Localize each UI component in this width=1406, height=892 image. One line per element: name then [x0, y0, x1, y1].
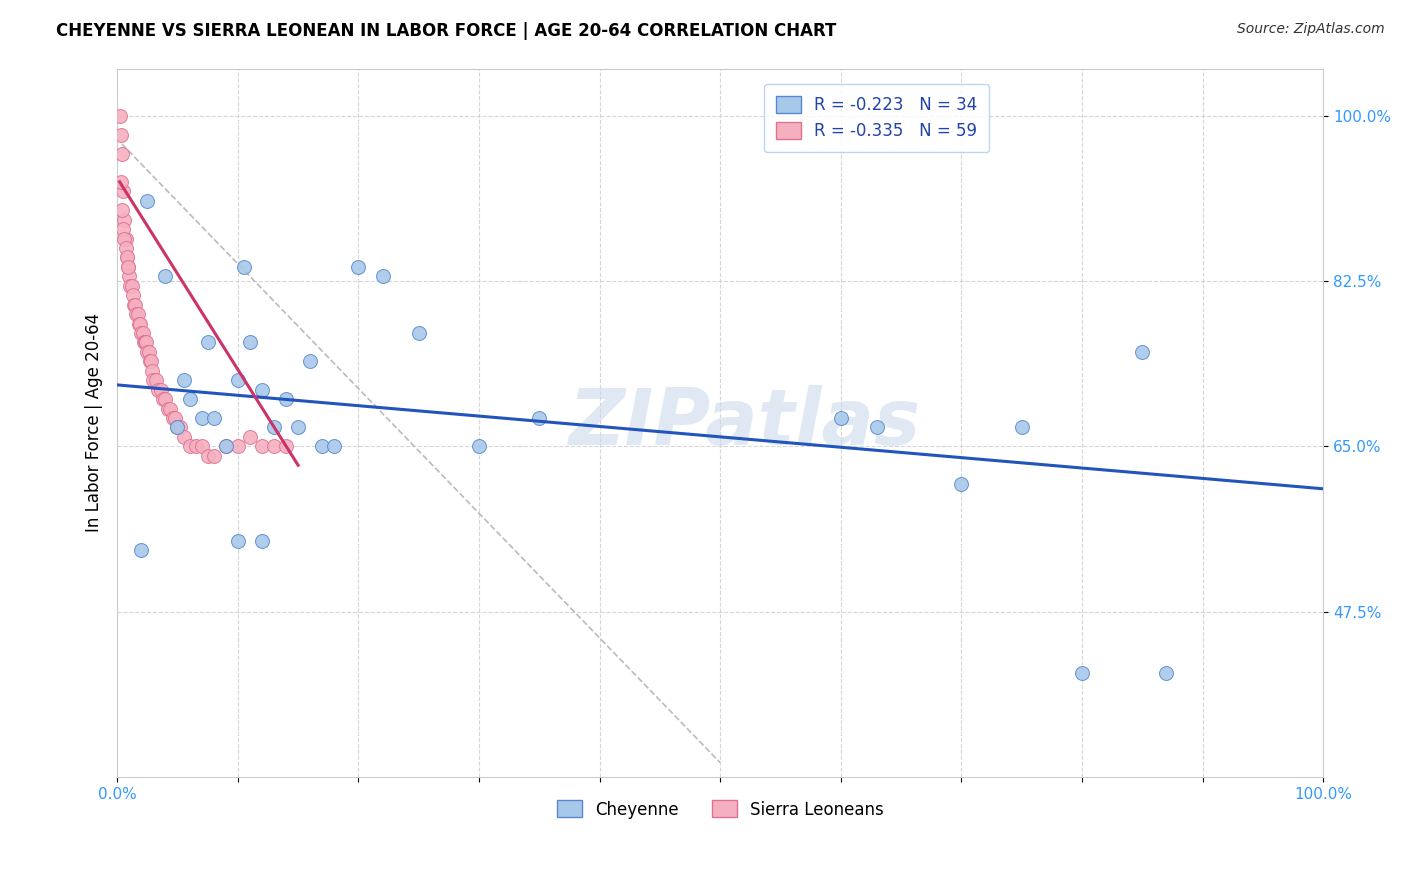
- Point: [1156, 665, 1178, 680]
- Point: [117, 260, 139, 274]
- Point: [250, 533, 273, 548]
- Point: [173, 373, 195, 387]
- Point: [347, 260, 370, 274]
- Point: [250, 383, 273, 397]
- Point: [830, 411, 852, 425]
- Point: [184, 439, 207, 453]
- Point: [127, 307, 149, 321]
- Point: [162, 411, 184, 425]
- Point: [169, 420, 191, 434]
- Point: [190, 439, 212, 453]
- Point: [139, 354, 162, 368]
- Point: [118, 269, 141, 284]
- Point: [112, 184, 135, 198]
- Point: [114, 231, 136, 245]
- Point: [274, 392, 297, 406]
- Text: ZIPatlas: ZIPatlas: [568, 384, 921, 460]
- Point: [115, 251, 138, 265]
- Point: [197, 449, 219, 463]
- Point: [134, 335, 156, 350]
- Point: [136, 344, 159, 359]
- Point: [299, 354, 322, 368]
- Point: [232, 260, 254, 274]
- Point: [112, 231, 135, 245]
- Point: [408, 326, 430, 340]
- Point: [111, 146, 134, 161]
- Point: [529, 411, 551, 425]
- Point: [179, 439, 201, 453]
- Point: [1011, 420, 1033, 434]
- Point: [173, 430, 195, 444]
- Point: [131, 543, 153, 558]
- Point: [131, 326, 153, 340]
- Point: [226, 373, 249, 387]
- Point: [115, 251, 138, 265]
- Text: Source: ZipAtlas.com: Source: ZipAtlas.com: [1237, 22, 1385, 37]
- Point: [139, 354, 162, 368]
- Point: [131, 326, 153, 340]
- Point: [145, 373, 167, 387]
- Text: CHEYENNE VS SIERRA LEONEAN IN LABOR FORCE | AGE 20-64 CORRELATION CHART: CHEYENNE VS SIERRA LEONEAN IN LABOR FORC…: [56, 22, 837, 40]
- Legend: Cheyenne, Sierra Leoneans: Cheyenne, Sierra Leoneans: [550, 794, 890, 825]
- Point: [263, 439, 285, 453]
- Point: [111, 203, 134, 218]
- Point: [155, 392, 177, 406]
- Point: [117, 260, 139, 274]
- Point: [1071, 665, 1094, 680]
- Point: [190, 411, 212, 425]
- Point: [120, 278, 142, 293]
- Point: [141, 364, 163, 378]
- Point: [950, 477, 973, 491]
- Point: [263, 420, 285, 434]
- Point: [112, 212, 135, 227]
- Point: [159, 401, 181, 416]
- Point: [152, 392, 174, 406]
- Point: [122, 298, 145, 312]
- Point: [226, 439, 249, 453]
- Point: [110, 128, 132, 142]
- Point: [138, 344, 160, 359]
- Point: [215, 439, 238, 453]
- Point: [166, 420, 188, 434]
- Point: [132, 335, 155, 350]
- Point: [135, 335, 157, 350]
- Point: [155, 269, 177, 284]
- Point: [1130, 344, 1153, 359]
- Point: [112, 222, 135, 236]
- Point: [371, 269, 394, 284]
- Point: [165, 411, 187, 425]
- Point: [110, 175, 132, 189]
- Point: [128, 317, 150, 331]
- Y-axis label: In Labor Force | Age 20-64: In Labor Force | Age 20-64: [86, 313, 103, 533]
- Point: [239, 335, 262, 350]
- Point: [166, 420, 188, 434]
- Point: [156, 401, 179, 416]
- Point: [149, 383, 172, 397]
- Point: [148, 383, 170, 397]
- Point: [215, 439, 238, 453]
- Point: [124, 298, 146, 312]
- Point: [287, 420, 309, 434]
- Point: [197, 335, 219, 350]
- Point: [121, 278, 143, 293]
- Point: [129, 317, 152, 331]
- Point: [311, 439, 333, 453]
- Point: [108, 109, 131, 123]
- Point: [179, 392, 201, 406]
- Point: [226, 533, 249, 548]
- Point: [866, 420, 889, 434]
- Point: [114, 241, 136, 255]
- Point: [323, 439, 346, 453]
- Point: [202, 449, 225, 463]
- Point: [274, 439, 297, 453]
- Point: [250, 439, 273, 453]
- Point: [122, 288, 145, 302]
- Point: [468, 439, 491, 453]
- Point: [202, 411, 225, 425]
- Point: [142, 373, 165, 387]
- Point: [239, 430, 262, 444]
- Point: [125, 307, 148, 321]
- Point: [136, 194, 159, 208]
